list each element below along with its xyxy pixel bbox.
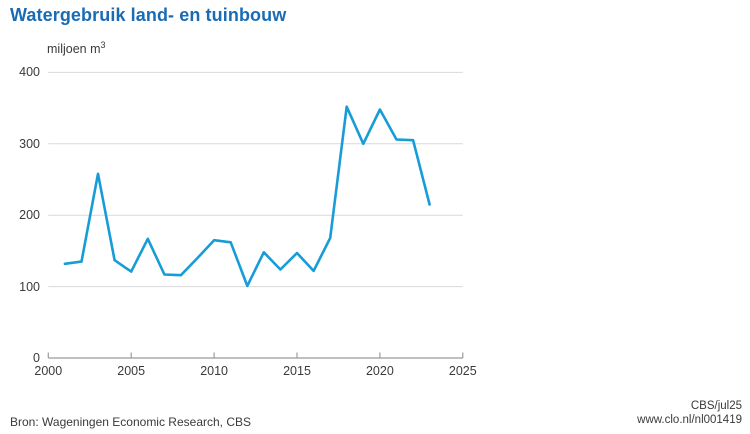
y-tick-label: 200	[19, 208, 40, 223]
x-tick-label: 2000	[34, 364, 63, 378]
footer-credit-block: CBS/jul25 www.clo.nl/nl001419	[637, 399, 742, 427]
x-tick-label: 2015	[283, 364, 311, 378]
x-tick-label: 2025	[448, 364, 477, 378]
y-tick-label: 0	[33, 351, 40, 365]
source-note: Bron: Wageningen Economic Research, CBS	[10, 415, 252, 429]
y-tick-label: 400	[19, 65, 40, 80]
clo-url: www.clo.nl/nl001419	[637, 414, 742, 426]
data-line-watergebruik	[63, 105, 431, 288]
y-axis-unit-label: miljoen m3	[47, 40, 106, 57]
x-tick-label: 2010	[200, 364, 228, 378]
y-tick-label: 100	[19, 279, 40, 294]
chart-title: Watergebruik land- en tuinbouw	[10, 5, 287, 25]
x-tick-label: 2020	[365, 364, 394, 378]
x-tick-label: 2005	[117, 364, 146, 378]
y-tick-label: 300	[19, 136, 40, 151]
credit-label: CBS/jul25	[690, 400, 742, 412]
